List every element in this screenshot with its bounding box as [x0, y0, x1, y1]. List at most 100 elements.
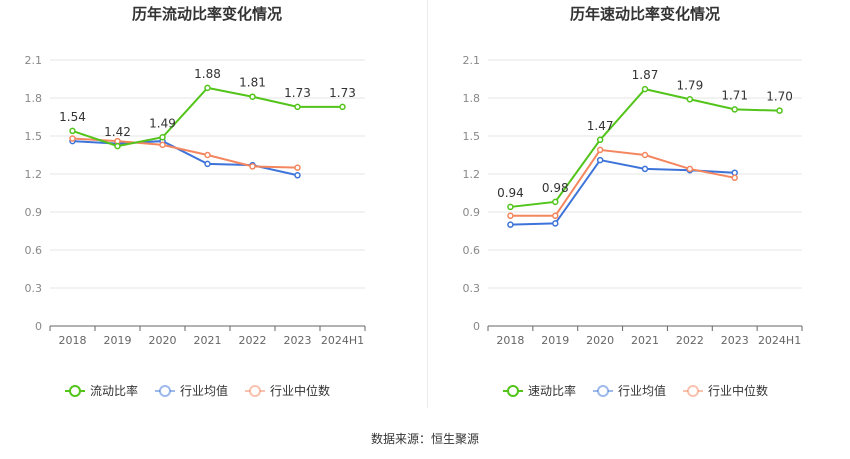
y-tick-label: 0.9 — [25, 206, 43, 219]
x-tick-label: 2018 — [59, 334, 87, 347]
legend-marker — [687, 385, 699, 397]
data-point — [294, 103, 301, 111]
legend-item-3: 行业中位数 — [245, 383, 330, 398]
legend-marker — [507, 385, 519, 397]
data-point — [204, 151, 211, 159]
data-point — [69, 127, 76, 135]
legend-label: 速动比率 — [528, 383, 576, 398]
data-point — [686, 96, 694, 103]
legend-item-3: 行业中位数 — [683, 383, 768, 398]
x-tick-label: 2022 — [676, 334, 704, 347]
y-tick-label: 2.1 — [463, 54, 481, 67]
y-tick-label: 0 — [35, 320, 42, 333]
data-point — [159, 141, 166, 149]
data-label: 1.73 — [329, 86, 356, 100]
data-point — [731, 174, 738, 182]
source-label: 数据来源：恒生聚源 — [370, 432, 479, 446]
legend-marker — [159, 385, 171, 397]
data-point — [339, 103, 346, 111]
data-label: 1.73 — [284, 86, 311, 100]
data-label: 1.71 — [721, 88, 748, 102]
data-point — [507, 221, 514, 228]
legend-label: 行业中位数 — [708, 383, 768, 398]
data-point — [204, 84, 211, 92]
data-point — [641, 165, 649, 173]
data-point — [114, 137, 121, 145]
x-tick-label: 2023 — [284, 334, 312, 347]
chart-2: 历年速动比率变化情况 0 0.3 0.6 0.9 1.2 1.5 1.8 2.1 2018 2019… — [463, 5, 803, 398]
series-line-2 — [72, 140, 298, 177]
data-point — [731, 169, 738, 176]
legend-marker — [249, 385, 261, 397]
data-label: 0.94 — [497, 186, 524, 200]
y-tick-label: 1.2 — [463, 168, 481, 181]
data-label: 1.88 — [194, 67, 221, 81]
x-tick-label: 2019 — [104, 334, 132, 347]
x-tick-label: 2024H1 — [321, 334, 364, 347]
x-tick-label: 2022 — [239, 334, 267, 347]
data-point — [731, 106, 738, 113]
data-label: 1.87 — [632, 68, 659, 82]
legend-marker — [69, 385, 81, 397]
data-point — [507, 212, 514, 220]
data-label: 0.98 — [542, 181, 569, 195]
data-label: 1.81 — [239, 76, 266, 90]
x-tick-label: 2020 — [149, 334, 177, 347]
y-tick-label: 0.3 — [463, 282, 481, 295]
series-line-3 — [72, 137, 298, 169]
data-point — [552, 198, 559, 206]
data-point — [507, 203, 514, 211]
data-point — [776, 107, 783, 114]
data-label: 1.47 — [587, 119, 614, 133]
data-point — [596, 136, 604, 144]
legend-item-1: 速动比率 — [503, 383, 576, 398]
data-point — [552, 220, 559, 227]
data-point — [204, 160, 211, 168]
data-point — [641, 151, 649, 159]
y-tick-label: 1.8 — [25, 92, 43, 105]
y-tick-label: 2.1 — [25, 54, 43, 67]
y-tick-label: 0.3 — [25, 282, 43, 295]
y-tick-label: 1.5 — [25, 130, 43, 143]
y-tick-label: 1.8 — [463, 92, 481, 105]
data-point — [69, 135, 76, 142]
data-point — [552, 212, 559, 220]
legend-label: 行业均值 — [180, 383, 228, 398]
x-tick-label: 2018 — [496, 334, 524, 347]
legend-item-1: 流动比率 — [65, 383, 138, 398]
chart-1: 历年流动比率变化情况 0 0.3 0.6 0.9 1.2 1.5 1.8 2.1 2018 2019… — [25, 5, 366, 398]
data-point — [249, 93, 256, 100]
data-point — [294, 164, 301, 171]
data-point — [114, 142, 121, 150]
data-point — [641, 85, 649, 93]
data-point — [249, 163, 256, 170]
y-tick-label: 0 — [473, 320, 480, 333]
chart-title: 历年速动比率变化情况 — [570, 5, 720, 23]
data-point — [294, 172, 301, 179]
x-tick-label: 2020 — [586, 334, 614, 347]
data-point — [596, 156, 604, 164]
legend-item-2: 行业均值 — [155, 383, 228, 398]
x-tick-label: 2019 — [541, 334, 569, 347]
x-tick-label: 2024H1 — [758, 334, 801, 347]
data-label: 1.42 — [104, 125, 131, 139]
legend-label: 行业均值 — [618, 383, 666, 398]
x-tick-label: 2021 — [631, 334, 659, 347]
x-tick-label: 2023 — [721, 334, 749, 347]
legend-label: 流动比率 — [90, 383, 138, 398]
data-label: 1.49 — [149, 116, 176, 130]
data-point — [159, 134, 166, 141]
y-tick-label: 1.5 — [463, 130, 481, 143]
legend-label: 行业中位数 — [270, 383, 330, 398]
data-label: 1.79 — [676, 78, 703, 92]
y-tick-label: 0.9 — [463, 206, 481, 219]
y-tick-label: 1.2 — [25, 168, 43, 181]
chart-divider — [427, 0, 428, 408]
legend-marker — [597, 385, 609, 397]
x-tick-label: 2021 — [194, 334, 222, 347]
y-tick-label: 0.6 — [463, 244, 481, 257]
data-label: 1.70 — [766, 90, 793, 104]
data-label: 1.54 — [59, 110, 86, 124]
data-point — [686, 165, 694, 173]
